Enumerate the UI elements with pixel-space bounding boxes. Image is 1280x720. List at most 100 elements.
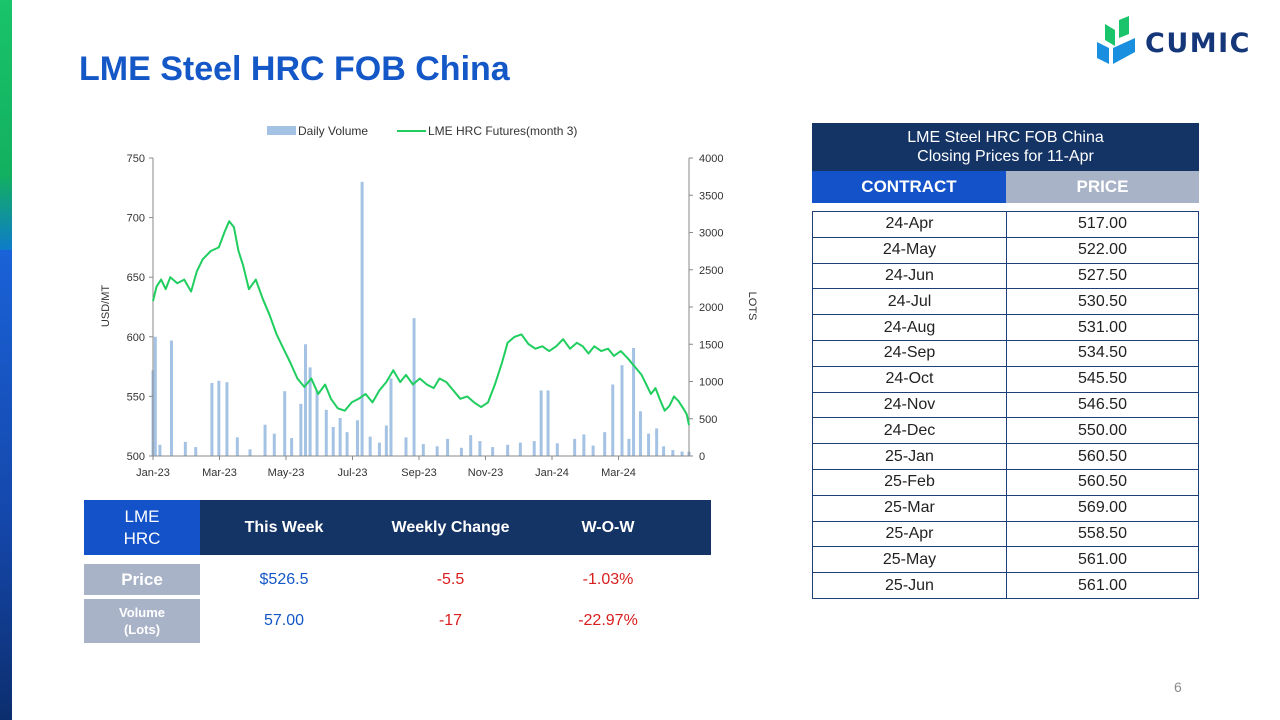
contract-cell: 24-Dec <box>812 417 1007 445</box>
contract-cell: 24-Nov <box>812 391 1007 419</box>
volume-bar <box>360 181 364 456</box>
contract-cell: 24-Oct <box>812 365 1007 393</box>
volume-bar <box>377 442 381 456</box>
closing-prices-table: 24-Apr 517.00 24-May 522.00 24-Jun 527.50 24-J… <box>812 211 1199 599</box>
table-row: 25-Apr 558.50 <box>812 520 1199 548</box>
volume-bar <box>611 384 615 456</box>
y-right-tick-label: 3000 <box>699 228 723 240</box>
y-left-tick-label: 700 <box>127 213 145 225</box>
price-cell: 561.00 <box>1006 546 1199 574</box>
volume-bar <box>632 347 636 456</box>
price-cell: 560.50 <box>1006 468 1199 496</box>
closing-prices-table-body: 24-Apr 517.00 24-May 522.00 24-Jun 527.50 24-J… <box>812 211 1199 599</box>
volume-bar <box>506 444 510 456</box>
x-tick-label: Mar-24 <box>601 467 636 479</box>
volume-bar <box>469 435 473 456</box>
logo-text: CUMIC <box>1145 28 1251 59</box>
contract-cell: 24-Jul <box>812 288 1007 316</box>
volume-bar <box>345 432 349 456</box>
contract-cell: 24-Aug <box>812 314 1007 341</box>
volume-bar <box>421 444 425 456</box>
futures-line <box>152 220 690 426</box>
contract-cell: 24-May <box>812 236 1007 264</box>
y-left-tick-label: 550 <box>127 391 145 403</box>
price-wow: -1.03% <box>582 570 634 588</box>
volume-bar <box>331 426 335 456</box>
closing-prices-column-headers: CONTRACT PRICE <box>812 171 1199 203</box>
x-tick-label: Jan-24 <box>535 467 569 479</box>
price-volume-chart: Daily Volume LME HRC Futures(month 3) US… <box>85 118 765 490</box>
table-row: 24-Sep 534.50 <box>812 339 1199 367</box>
price-cell: 558.50 <box>1006 520 1199 548</box>
table-row: 25-Jun 561.00 <box>812 572 1199 599</box>
volume-bar <box>225 382 229 456</box>
volume-weekly-change: -17 <box>438 612 463 629</box>
y-right-tick-label: 1500 <box>699 339 723 351</box>
volume-bar <box>158 444 162 456</box>
volume-bar <box>308 367 312 456</box>
price-cell: 534.50 <box>1006 339 1199 367</box>
table-row: 25-Jan 560.50 <box>812 443 1199 470</box>
y-right-tick-label: 500 <box>699 414 717 426</box>
volume-bar <box>620 365 624 456</box>
y-right-tick-label: 4000 <box>699 153 723 165</box>
volume-bar <box>217 380 221 456</box>
volume-bar <box>532 441 536 456</box>
contract-cell: 24-Jun <box>812 262 1007 290</box>
volume-bar <box>194 447 198 456</box>
price-cell: 530.50 <box>1006 288 1199 316</box>
price-cell: 550.00 <box>1006 417 1199 445</box>
weekly-summary-table: LME HRC This Week Weekly Change W-O-W Pr… <box>84 500 711 643</box>
chart-svg: Daily Volume LME HRC Futures(month 3) US… <box>100 124 758 479</box>
volume-bar <box>638 411 642 456</box>
left-accent-stripe-green <box>0 0 12 250</box>
legend-futures-label: LME HRC Futures(month 3) <box>428 124 577 138</box>
chart-axes: 750 700 650 600 550 500 4000 3500 3000 2500 2000 15… <box>127 153 724 479</box>
y-left-tick-label: 600 <box>127 332 145 344</box>
x-tick-label: Mar-23 <box>202 467 237 479</box>
price-weekly-change: -5.5 <box>436 570 465 588</box>
table-row: 25-Mar 569.00 <box>812 494 1199 522</box>
table-row: 24-Nov 546.50 <box>812 391 1199 419</box>
volume-bar <box>235 437 239 456</box>
contract-cell: 25-Mar <box>812 494 1007 522</box>
volume-bar <box>539 390 543 456</box>
cumic-logo-mark-icon <box>1097 16 1135 64</box>
volume-bar <box>355 420 359 456</box>
volume-wow: -22.97% <box>578 612 638 629</box>
volume-bar <box>603 432 607 456</box>
contract-cell: 24-Sep <box>812 339 1007 367</box>
volume-bar <box>518 442 522 456</box>
volume-this-week: 57.00 <box>263 612 305 629</box>
volume-bar <box>299 403 303 456</box>
table-row: 24-May 522.00 <box>812 236 1199 264</box>
volume-bar <box>491 447 495 456</box>
volume-bar <box>290 438 294 456</box>
volume-bar <box>183 441 187 456</box>
volume-bar <box>555 443 559 456</box>
volume-bar <box>272 433 276 456</box>
table-row: 24-Jul 530.50 <box>812 288 1199 316</box>
x-tick-label: Sep-23 <box>401 467 436 479</box>
closing-prices-caption: LME Steel HRC FOB China Closing Prices f… <box>812 123 1199 171</box>
caption-line-1: LME Steel HRC FOB China <box>907 129 1104 146</box>
column-header-price: PRICE <box>1006 171 1199 203</box>
legend-volume-label: Daily Volume <box>298 124 368 138</box>
price-cell: 561.00 <box>1006 572 1199 599</box>
summary-row-volume: Volume (Lots) 57.00 -17 -22.97% <box>84 599 711 643</box>
volume-bar <box>368 436 372 456</box>
contract-cell: 25-Apr <box>812 520 1007 548</box>
contract-cell: 24-Apr <box>812 211 1007 238</box>
volume-bar <box>671 450 675 456</box>
page-title: LME Steel HRC FOB China <box>79 50 510 88</box>
price-this-week: $526.5 <box>259 570 309 588</box>
y-right-tick-label: 2000 <box>699 302 723 314</box>
price-cell: 560.50 <box>1006 443 1199 470</box>
table-row: 25-Feb 560.50 <box>812 468 1199 496</box>
summary-row-label: Price <box>84 564 200 595</box>
y-left-axis-label: USD/MT <box>100 285 112 327</box>
volume-bar <box>459 447 463 456</box>
volume-bar <box>384 425 388 456</box>
volume-bar <box>248 449 252 456</box>
volume-bar <box>662 446 666 456</box>
